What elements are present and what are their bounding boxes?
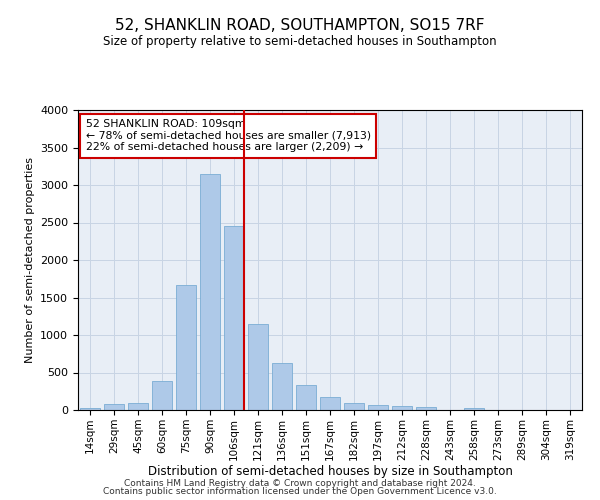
Bar <box>416 408 436 410</box>
Bar <box>80 408 100 410</box>
Bar <box>128 402 148 410</box>
Bar <box>272 363 292 410</box>
Bar <box>320 397 340 410</box>
Bar <box>200 174 220 410</box>
Y-axis label: Number of semi-detached properties: Number of semi-detached properties <box>25 157 35 363</box>
Bar <box>368 405 388 410</box>
Text: 52, SHANKLIN ROAD, SOUTHAMPTON, SO15 7RF: 52, SHANKLIN ROAD, SOUTHAMPTON, SO15 7RF <box>115 18 485 32</box>
Text: Size of property relative to semi-detached houses in Southampton: Size of property relative to semi-detach… <box>103 35 497 48</box>
Bar <box>248 324 268 410</box>
Bar <box>464 408 484 410</box>
Text: 52 SHANKLIN ROAD: 109sqm
← 78% of semi-detached houses are smaller (7,913)
22% o: 52 SHANKLIN ROAD: 109sqm ← 78% of semi-d… <box>86 119 371 152</box>
Text: Contains public sector information licensed under the Open Government Licence v3: Contains public sector information licen… <box>103 487 497 496</box>
Bar <box>344 402 364 410</box>
X-axis label: Distribution of semi-detached houses by size in Southampton: Distribution of semi-detached houses by … <box>148 466 512 478</box>
Text: Contains HM Land Registry data © Crown copyright and database right 2024.: Contains HM Land Registry data © Crown c… <box>124 478 476 488</box>
Bar <box>152 381 172 410</box>
Bar <box>296 384 316 410</box>
Bar <box>104 404 124 410</box>
Bar <box>176 285 196 410</box>
Bar <box>392 406 412 410</box>
Bar <box>224 226 244 410</box>
